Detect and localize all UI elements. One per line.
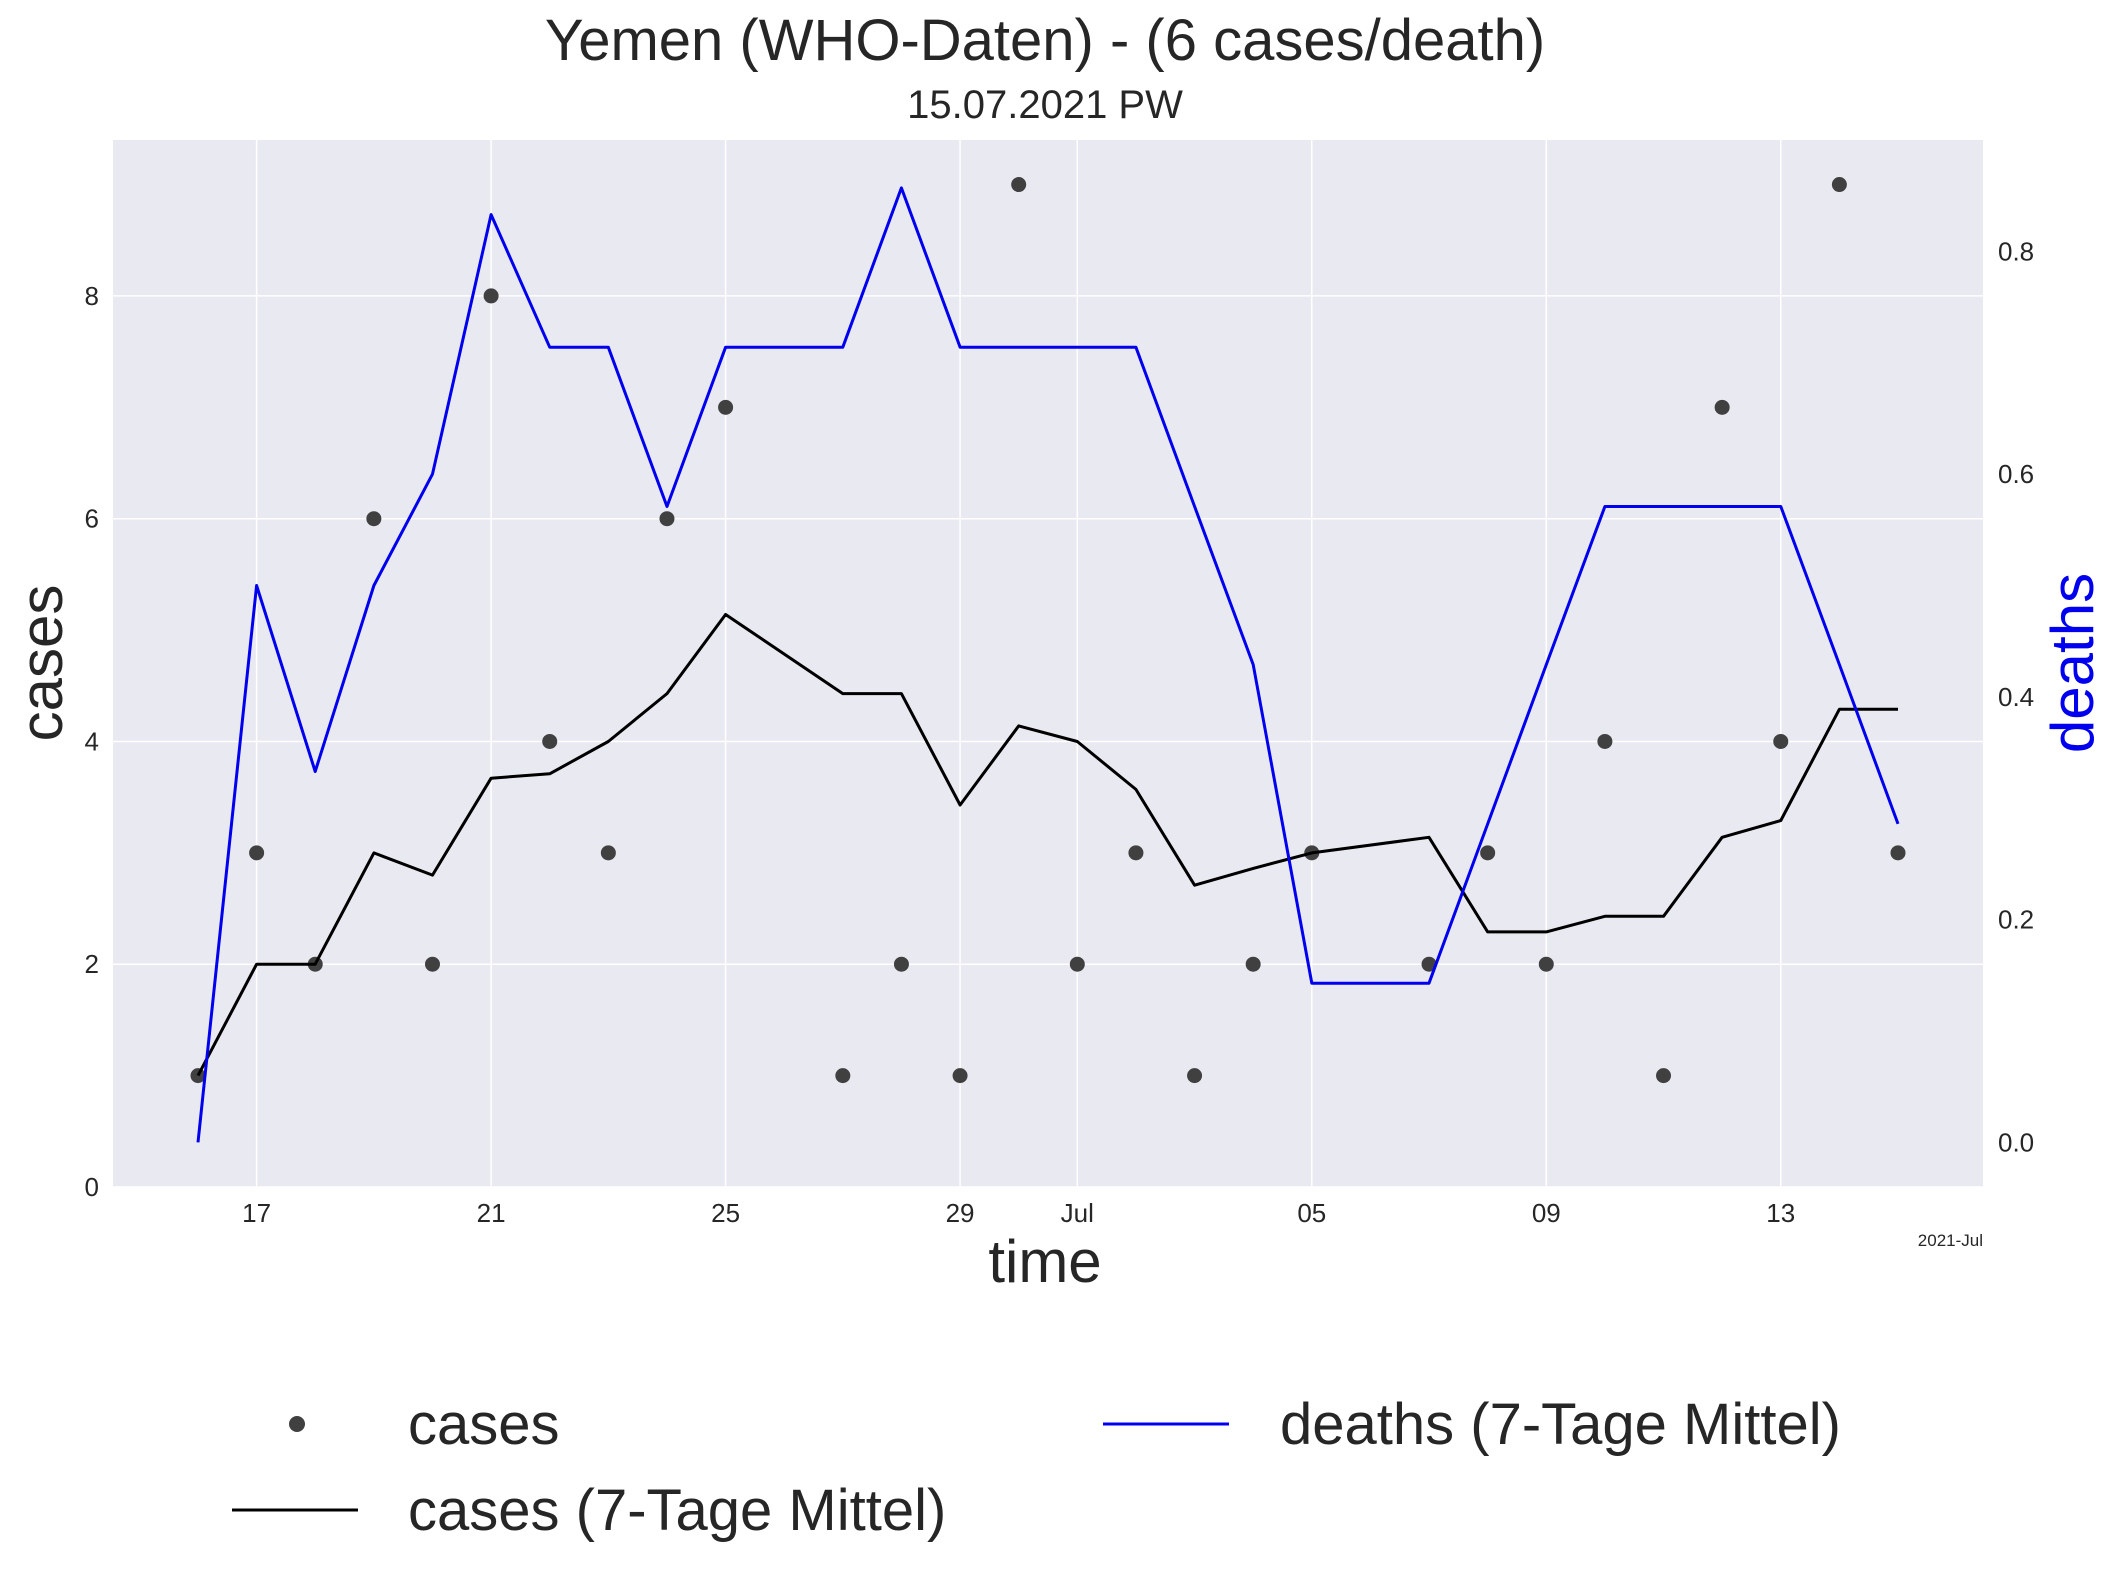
x-tick-label: 25 [711, 1198, 740, 1228]
grid [113, 140, 1983, 1188]
legend-marker-cases [289, 1416, 305, 1432]
y-tick-label: 2 [85, 949, 99, 979]
legend-label-deaths-mean: deaths (7-Tage Mittel) [1280, 1392, 1841, 1457]
data-point-cases [835, 1068, 851, 1084]
data-point-cases [893, 956, 909, 972]
data-point-cases [424, 956, 440, 972]
data-marks [190, 177, 1906, 1143]
chart-title: Yemen (WHO-Daten) - (6 cases/death) [545, 8, 1545, 73]
data-point-cases [1069, 956, 1085, 972]
data-point-cases [1421, 956, 1437, 972]
data-point-cases [1011, 177, 1027, 193]
data-point-cases [1656, 1068, 1672, 1084]
data-point-cases [718, 399, 734, 415]
y2-tick-label: 0.2 [1998, 905, 2034, 935]
x-tick-label: 29 [946, 1198, 975, 1228]
y-axis-label: cases [8, 585, 75, 742]
y2-tick-label: 0.0 [1998, 1127, 2034, 1157]
y2-tick-label: 0.4 [1998, 682, 2034, 712]
plot-area [113, 140, 1983, 1187]
data-point-cases [1890, 845, 1906, 861]
x-offset-label: 2021-Jul [1918, 1231, 1983, 1250]
series-line-deaths-mean [196, 186, 1900, 1143]
y-tick-label: 0 [85, 1172, 99, 1202]
axis-ticks: 0 2 4 6 8 17 21 25 29 Jul 05 09 13 0.0 0.2 0.4 0.6 0.8 [85, 236, 2035, 1228]
data-point-cases [659, 511, 675, 527]
y-tick-label: 8 [85, 281, 99, 311]
data-point-cases [483, 288, 499, 304]
data-point-cases [1245, 956, 1261, 972]
data-point-cases [1187, 1068, 1203, 1084]
data-point-cases [542, 733, 558, 749]
data-point-cases [600, 845, 616, 861]
data-point-cases [249, 845, 265, 861]
legend-label-cases: cases [408, 1392, 560, 1457]
x-tick-label: Jul [1061, 1198, 1094, 1228]
x-tick-label: 09 [1532, 1198, 1561, 1228]
data-point-cases [1597, 733, 1613, 749]
x-tick-label: 21 [477, 1198, 506, 1228]
y2-axis-label: deaths [2039, 573, 2106, 753]
data-point-cases [952, 1068, 968, 1084]
series-line-cases-mean [196, 613, 1898, 1077]
y-tick-label: 6 [85, 504, 99, 534]
legend: cases cases (7-Tage Mittel) deaths (7-Ta… [232, 1392, 1841, 1543]
data-point-cases [1480, 845, 1496, 861]
chart-subtitle: 15.07.2021 PW [907, 83, 1183, 127]
x-tick-label: 05 [1297, 1198, 1326, 1228]
data-point-cases [1128, 845, 1144, 861]
data-point-cases [366, 511, 382, 527]
x-axis-label: time [988, 1228, 1101, 1295]
data-point-cases [1538, 956, 1554, 972]
data-point-cases [1831, 177, 1847, 193]
y2-tick-label: 0.6 [1998, 459, 2034, 489]
data-point-cases [1773, 733, 1789, 749]
data-point-cases [190, 1068, 206, 1084]
y-tick-label: 4 [85, 726, 99, 756]
legend-label-cases-mean: cases (7-Tage Mittel) [408, 1478, 946, 1543]
data-point-cases [1714, 399, 1730, 415]
x-tick-label: 13 [1766, 1198, 1795, 1228]
y2-tick-label: 0.8 [1998, 236, 2034, 266]
x-tick-label: 17 [242, 1198, 271, 1228]
